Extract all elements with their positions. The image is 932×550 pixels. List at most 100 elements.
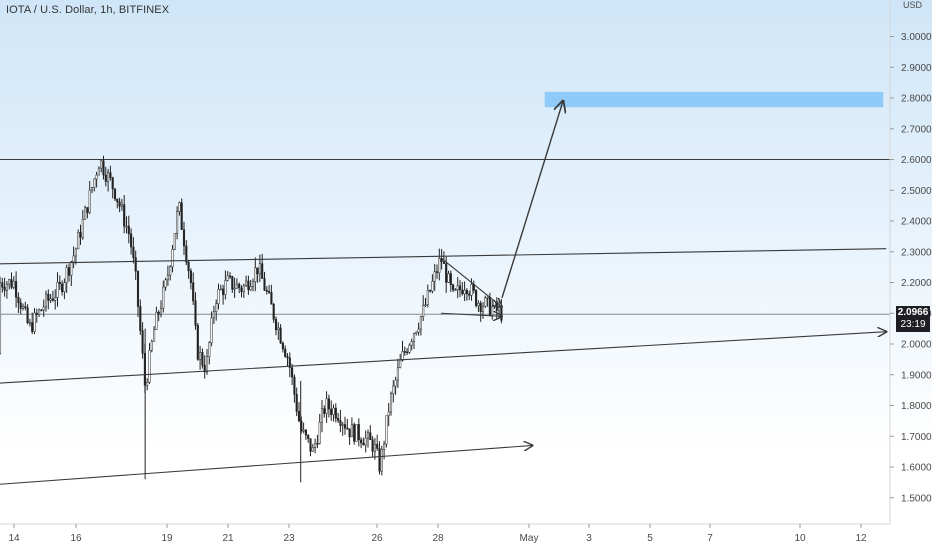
candle-body <box>111 177 114 190</box>
candle-body <box>433 271 436 282</box>
candle-body <box>320 408 324 423</box>
candle-body <box>380 449 383 472</box>
candle-body <box>54 297 57 301</box>
candle-body <box>263 278 266 291</box>
candle-body <box>81 219 84 238</box>
candle-body <box>65 267 68 283</box>
candle-body <box>417 328 420 333</box>
candle-body <box>325 398 328 414</box>
target-zone-box <box>544 91 884 108</box>
candle-body <box>396 367 399 381</box>
candle-body <box>272 304 275 320</box>
candle-body <box>166 274 169 281</box>
candle-body <box>49 298 52 301</box>
candle-body <box>19 302 22 309</box>
candle-body <box>376 443 379 449</box>
candle-body <box>366 432 370 439</box>
x-tick-label: 3 <box>586 533 592 544</box>
candle-body <box>187 261 190 272</box>
candle-body <box>17 296 20 304</box>
y-tick-label: 2.6000 <box>901 155 932 166</box>
candle-body <box>194 300 197 326</box>
candle-body <box>70 261 73 276</box>
candle-body <box>458 285 462 291</box>
candle-body <box>403 351 406 353</box>
candle-body <box>297 411 301 422</box>
x-tick-label: 21 <box>222 533 234 544</box>
candle-body <box>35 312 38 315</box>
candle-body <box>231 276 234 290</box>
y-tick-label: 1.5000 <box>901 493 932 504</box>
candle-body <box>401 351 404 361</box>
candle-body <box>258 263 261 275</box>
candle-body <box>408 344 411 353</box>
countdown-timer: 23:19 <box>900 319 926 330</box>
candle-body <box>251 281 255 287</box>
x-tick-label: 16 <box>70 533 82 544</box>
candle-body <box>470 284 473 296</box>
candle-body <box>238 283 241 289</box>
levels-layer <box>0 159 890 315</box>
candle-body <box>438 258 441 273</box>
candle-body <box>247 280 250 291</box>
target-zone-layer <box>544 91 884 108</box>
candle-body <box>176 211 179 234</box>
candle-body <box>178 202 181 212</box>
candle-body <box>265 290 268 292</box>
candle-body <box>279 327 282 344</box>
candle-body <box>90 187 94 191</box>
candle-body <box>208 342 211 357</box>
candle-body <box>426 290 429 306</box>
candle-body <box>369 432 372 440</box>
candle-body <box>203 364 206 373</box>
candle-body <box>162 286 165 309</box>
candle-body <box>461 289 464 295</box>
candle-body <box>157 311 160 315</box>
candle-body <box>341 424 344 426</box>
candle-body <box>399 360 402 369</box>
candle-body <box>442 261 445 264</box>
candle-body <box>281 342 284 350</box>
candle-body <box>12 281 15 288</box>
candle-body <box>217 289 220 304</box>
candle-body <box>339 420 342 426</box>
candle-body <box>486 297 489 299</box>
y-tick-label: 2.7000 <box>901 124 932 135</box>
candle-body <box>449 273 452 285</box>
candle-body <box>79 232 82 238</box>
candle-body <box>385 415 388 445</box>
candle-body <box>302 429 305 432</box>
candle-body <box>463 290 466 295</box>
candle-body <box>406 351 409 354</box>
candle-body <box>210 317 213 343</box>
candle-body <box>77 232 80 250</box>
candle-body <box>431 281 434 292</box>
candle-body <box>245 280 248 287</box>
candle-body <box>61 283 64 292</box>
candle-body <box>493 301 496 308</box>
candle-body <box>104 174 107 182</box>
candle-body <box>422 305 425 317</box>
candle-body <box>132 246 135 258</box>
y-tick-label: 2.0000 <box>901 340 932 351</box>
candle-body <box>277 327 280 330</box>
candle-body <box>233 287 236 290</box>
candle-body <box>316 443 319 445</box>
candle-body <box>228 275 232 278</box>
trendlines-layer <box>0 101 886 485</box>
candle-body <box>182 229 186 247</box>
candle-body <box>180 202 183 230</box>
candle-body <box>116 198 119 203</box>
candle-body <box>0 282 2 354</box>
candle-body <box>274 319 278 330</box>
candle-body <box>123 204 126 227</box>
x-tick-label: 19 <box>161 533 173 544</box>
candle-body <box>28 322 31 324</box>
candle-body <box>249 286 252 291</box>
candle-body <box>47 293 50 301</box>
candle-body <box>74 248 77 257</box>
candle-body <box>488 297 491 316</box>
candle-body <box>235 283 238 289</box>
x-tick-label: 10 <box>794 533 806 544</box>
